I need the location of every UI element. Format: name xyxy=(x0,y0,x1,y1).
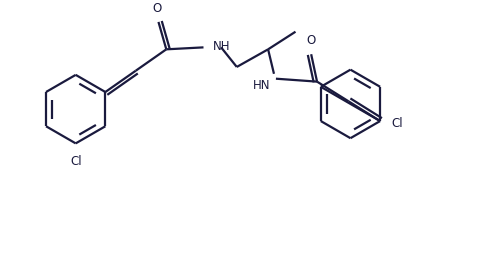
Text: Cl: Cl xyxy=(70,155,81,168)
Text: NH: NH xyxy=(213,40,231,53)
Text: O: O xyxy=(153,2,162,15)
Text: O: O xyxy=(307,34,316,47)
Text: Cl: Cl xyxy=(391,117,402,130)
Text: HN: HN xyxy=(252,79,270,92)
